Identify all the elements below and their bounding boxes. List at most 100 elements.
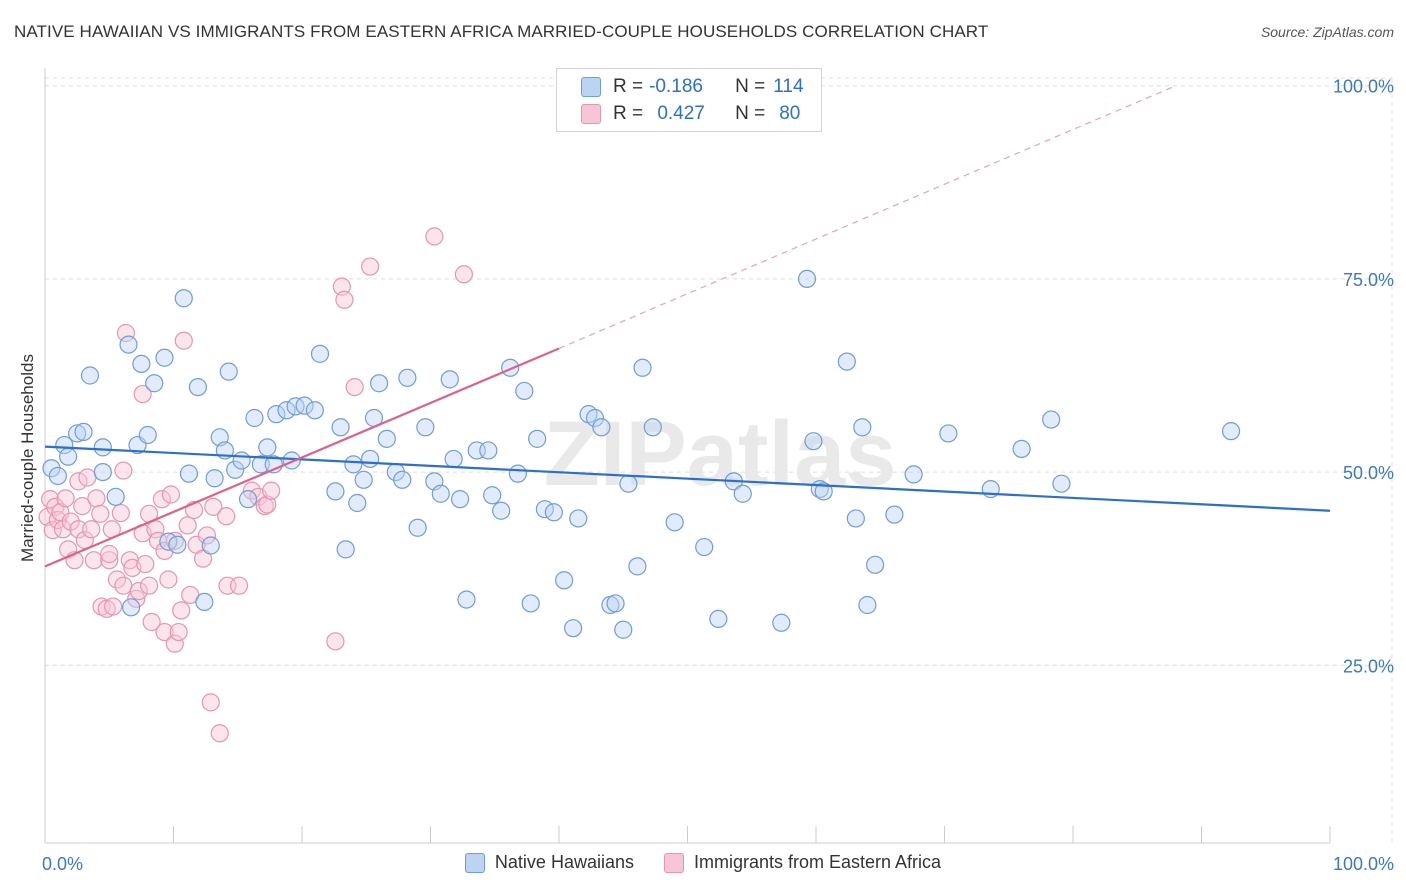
pink-point [82,520,101,539]
blue-point [858,595,877,615]
blue-point [201,536,220,555]
blue-point [515,381,534,401]
y-tick-label: 25.0% [1343,656,1394,676]
blue-point [267,405,286,424]
chart-title: NATIVE HAWAIIAN VS IMMIGRANTS FROM EASTE… [14,22,989,41]
blue-point [326,482,345,501]
blue-point [521,594,540,613]
pink-point [454,265,474,284]
pink-point [56,489,75,508]
blue-point [232,451,251,470]
blue-point [295,396,314,415]
blue-point [106,487,125,506]
pink-point [73,496,92,516]
blue-point [483,486,502,505]
blue-point [132,354,151,374]
watermark: ZIPatlas [544,403,897,505]
blue-point [1042,410,1061,429]
pink-point [425,227,444,246]
r-value: -0.186 [649,76,703,97]
pink-point [172,601,191,620]
blue-point [59,447,78,466]
blue-point [846,509,865,528]
pink-point [100,551,119,570]
pink-point [43,520,62,540]
blue-point [219,362,238,381]
n-value: 114 [773,76,804,97]
pink-point [129,581,148,601]
blue-point [195,592,214,612]
blue-point [93,438,112,457]
blue-point [628,557,647,576]
blue-point [479,441,498,460]
legend-label: Native Hawaiians [494,852,634,872]
blue-point [837,352,856,371]
source-credit: Source: ZipAtlas.com [1260,24,1394,40]
n-label: N = [735,103,766,124]
y-tick-label: 50.0% [1343,463,1394,483]
blue-point [592,418,611,437]
blue-point [431,484,450,503]
pink-point [78,468,97,487]
blue-point [55,435,74,455]
blue-point [74,422,93,442]
pink-point [133,384,152,404]
legend-item-eastern-africa[interactable]: Immigrants from Eastern Africa [663,852,942,873]
pink-point [139,576,159,595]
blue-point [709,609,728,629]
blue-point [606,594,625,613]
x-tick-label: 0.0% [42,854,83,874]
y-tick-label: 100.0% [1333,77,1394,97]
stats-row-blue: R = -0.186 N = 114 [581,75,804,99]
blue-point [614,620,633,639]
blue-point [643,418,662,437]
blue-point [544,503,563,522]
blue-point [277,401,296,420]
blue-point [121,598,141,617]
pink-point [152,490,172,509]
pink-point [326,632,345,651]
legend-swatch-pink [663,852,684,873]
pink-point [104,597,123,616]
blue-point [585,408,605,428]
blue-point [68,424,87,443]
pink-point [69,472,88,491]
pink-point [87,489,106,508]
pink-point [345,377,364,397]
blue-point [205,469,224,488]
blue-point [444,449,463,469]
blue-point [492,501,511,520]
pink-point [146,520,165,539]
pink-point [361,257,380,276]
legend-item-native-hawaiians[interactable]: Native Hawaiians [464,852,634,873]
blue-point [398,368,417,387]
blue-point [416,418,435,437]
pink-point [262,481,281,500]
blue-point [569,509,588,528]
blue-point [370,374,389,393]
blue-point [305,401,324,420]
blue-point [138,425,157,445]
pink-point [69,520,88,539]
blue-point [1052,474,1071,493]
r-value: 0.427 [657,103,705,124]
blue-point [1012,439,1031,459]
pink-point [53,520,73,539]
legend: Native Hawaiians Immigrants from Eastern… [0,852,1406,873]
legend-label: Immigrants from Eastern Africa [693,852,942,872]
pink-point [114,461,133,480]
blue-point [93,462,112,482]
blue-point [633,358,652,377]
blue-point [226,460,245,479]
blue-point [457,590,476,609]
pink-point [61,512,80,531]
pink-point [136,554,155,574]
pink-point [258,495,277,514]
pink-point [111,503,130,523]
blue-point [508,464,527,483]
blue-point [528,429,547,448]
blue-point [145,374,164,393]
stats-row-pink: R = 0.427 N = 80 [581,102,800,126]
pink-point [155,622,174,642]
